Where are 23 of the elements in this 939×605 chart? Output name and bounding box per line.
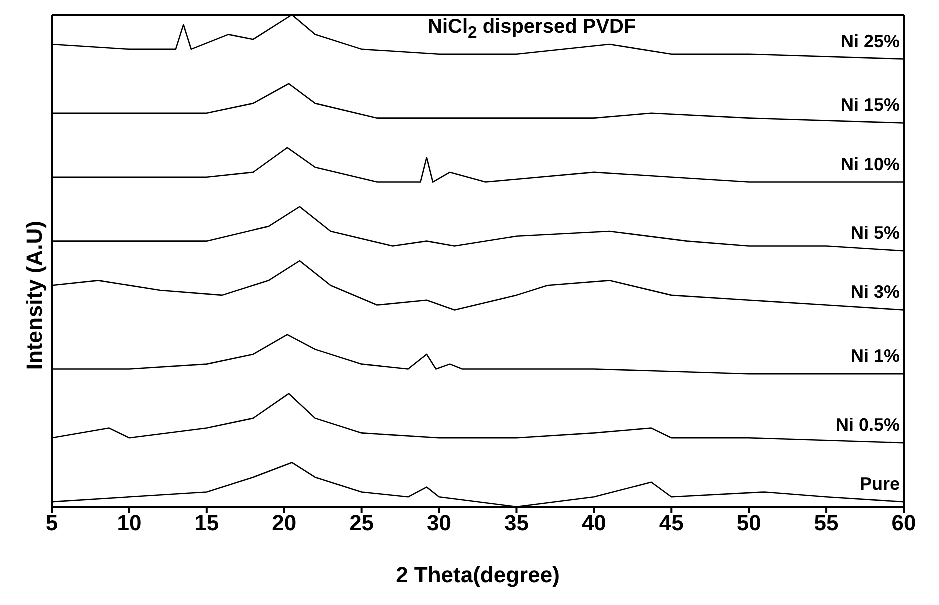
x-tick-label: 5 [46,510,58,536]
x-tick-label: 15 [194,510,220,536]
x-tick-label: 10 [117,510,142,536]
series-label: Pure [860,474,900,494]
x-tick-label: 40 [582,510,606,536]
x-tick-label: 30 [427,510,452,536]
series-label: Ni 1% [850,346,900,366]
series-label: Ni 25% [840,31,900,52]
x-tick-label: 55 [814,510,839,536]
x-tick-label: 45 [659,510,684,536]
x-tick-label: 60 [892,510,916,536]
chart-title: NiCl$_{2}$ dispersed PVDF [428,16,636,43]
series-label: Ni 5% [850,223,900,244]
x-tick-label: 20 [272,510,297,536]
series-label: Ni 15% [840,95,900,116]
x-tick-label: 50 [736,510,762,536]
series-label: Ni 0.5% [836,415,900,436]
x-axis-title: 2 Theta(degree) [396,562,560,588]
x-tick-label: 35 [504,510,529,536]
series-label: Ni 10% [840,154,900,174]
x-tick-label: 25 [350,510,374,536]
y-axis-title: Intensity (A.U) [22,221,47,370]
series-label: Ni 3% [850,282,900,302]
